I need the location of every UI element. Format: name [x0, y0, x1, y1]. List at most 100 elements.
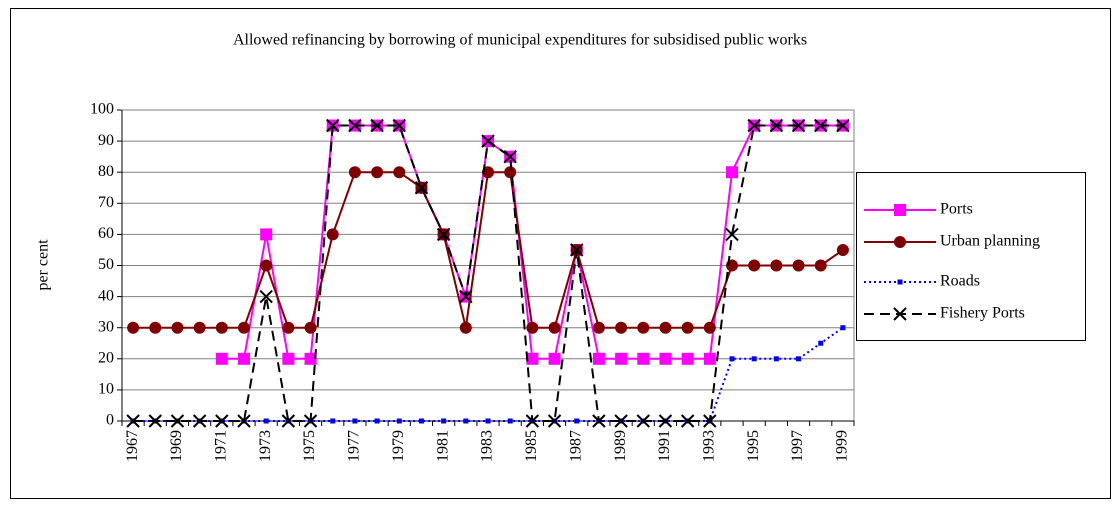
marker [814, 259, 827, 272]
marker [352, 418, 358, 424]
marker [374, 418, 380, 424]
marker [681, 352, 694, 365]
y-tick-label: 90 [98, 132, 114, 149]
marker [840, 325, 846, 331]
marker [171, 321, 184, 334]
x-tick-label: 1997 [789, 430, 806, 462]
marker [574, 418, 580, 424]
marker [729, 356, 735, 362]
marker [592, 414, 606, 428]
series [126, 118, 850, 428]
marker [481, 134, 495, 148]
marker [371, 166, 384, 179]
x-tick-label: 1979 [390, 430, 407, 462]
marker [703, 321, 716, 334]
x-tick-label: 1975 [301, 430, 318, 462]
marker [894, 236, 906, 248]
marker [659, 352, 672, 365]
marker [814, 118, 828, 133]
marker [215, 352, 228, 365]
marker [614, 414, 628, 428]
marker [680, 414, 695, 428]
x-tick-label: 1967 [124, 430, 141, 462]
marker [326, 228, 339, 241]
x-tick-label: 1987 [567, 430, 584, 462]
marker [330, 418, 336, 424]
marker [548, 321, 561, 334]
x-tick-label: 1993 [700, 430, 717, 462]
marker [170, 414, 185, 428]
marker [436, 227, 451, 242]
y-tick-label: 30 [98, 318, 114, 335]
marker [259, 289, 273, 304]
marker [791, 118, 806, 133]
y-tick-label: 20 [98, 349, 114, 366]
marker [592, 321, 605, 334]
marker [192, 414, 207, 428]
y-axis-label: per cent [35, 239, 52, 291]
marker [396, 418, 402, 424]
marker [818, 340, 824, 346]
marker [507, 418, 513, 424]
marker [748, 259, 761, 272]
marker [215, 414, 229, 428]
marker [326, 118, 340, 133]
marker [893, 307, 907, 321]
marker [796, 356, 802, 362]
legend-label: Roads [940, 273, 980, 290]
legend [856, 172, 1086, 341]
y-tick-label: 10 [98, 381, 114, 398]
marker [215, 321, 228, 334]
marker [681, 321, 694, 334]
legend-label: Fishery Ports [940, 305, 1025, 322]
marker [260, 228, 273, 241]
y-tick-label: 40 [98, 287, 114, 304]
marker [304, 321, 317, 334]
marker [659, 321, 672, 334]
marker [370, 118, 384, 133]
marker [525, 414, 540, 428]
x-tick-label: 1977 [346, 430, 363, 462]
marker [725, 227, 739, 242]
marker [770, 259, 783, 272]
marker [263, 418, 269, 424]
marker [193, 321, 206, 334]
x-tick-label: 1989 [612, 430, 629, 462]
marker [773, 356, 779, 362]
series-line [133, 326, 844, 422]
marker [548, 352, 561, 365]
marker [485, 418, 491, 424]
x-tick-label: 1991 [656, 430, 673, 462]
marker [149, 321, 162, 334]
marker [836, 243, 849, 256]
marker [348, 118, 362, 133]
marker [260, 259, 273, 272]
marker [769, 118, 784, 133]
marker [282, 321, 295, 334]
chart-title: Allowed refinancing by borrowing of muni… [233, 32, 807, 49]
x-tick-label: 1969 [168, 430, 185, 462]
legend-label: Ports [940, 201, 973, 218]
marker [615, 352, 628, 365]
marker [463, 418, 469, 424]
marker [615, 321, 628, 334]
marker [238, 352, 250, 365]
y-tick-label: 100 [90, 101, 114, 118]
marker [503, 149, 517, 164]
marker [836, 118, 850, 133]
marker [526, 321, 539, 334]
x-tick-label: 1983 [479, 430, 496, 462]
marker [703, 352, 716, 365]
marker [304, 352, 317, 365]
marker [547, 414, 562, 428]
marker [592, 352, 605, 365]
y-tick-label: 0 [106, 412, 114, 429]
marker [148, 414, 162, 428]
marker [237, 414, 251, 428]
marker [747, 118, 761, 133]
marker [418, 418, 424, 424]
marker [348, 166, 361, 179]
x-tick-label: 1995 [745, 430, 762, 462]
x-tick-label: 1973 [257, 430, 274, 462]
marker [414, 181, 429, 195]
